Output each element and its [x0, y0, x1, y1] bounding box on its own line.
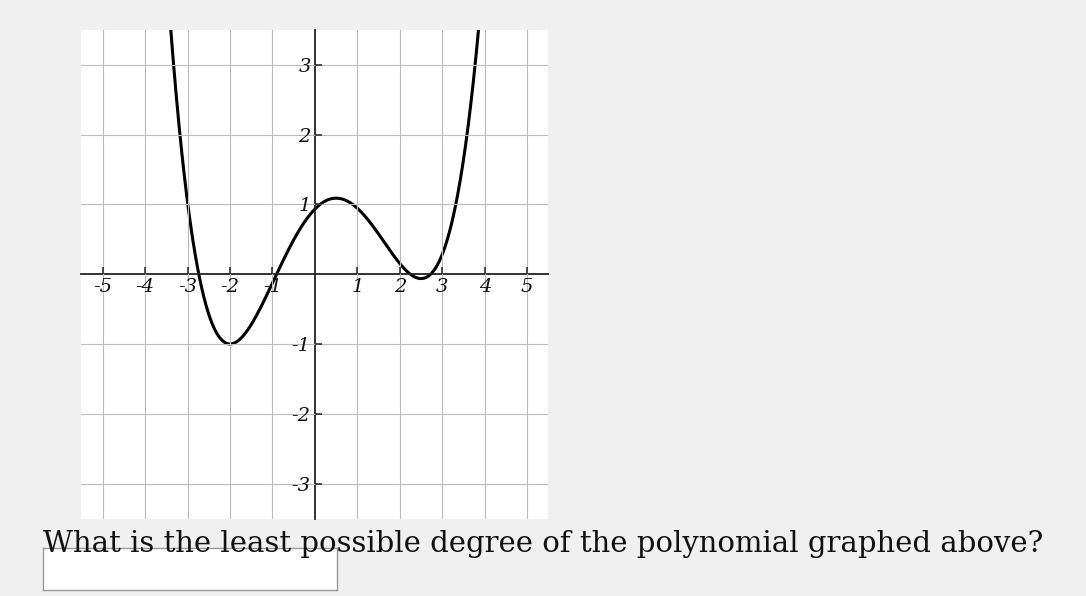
Text: What is the least possible degree of the polynomial graphed above?: What is the least possible degree of the…	[43, 530, 1044, 558]
